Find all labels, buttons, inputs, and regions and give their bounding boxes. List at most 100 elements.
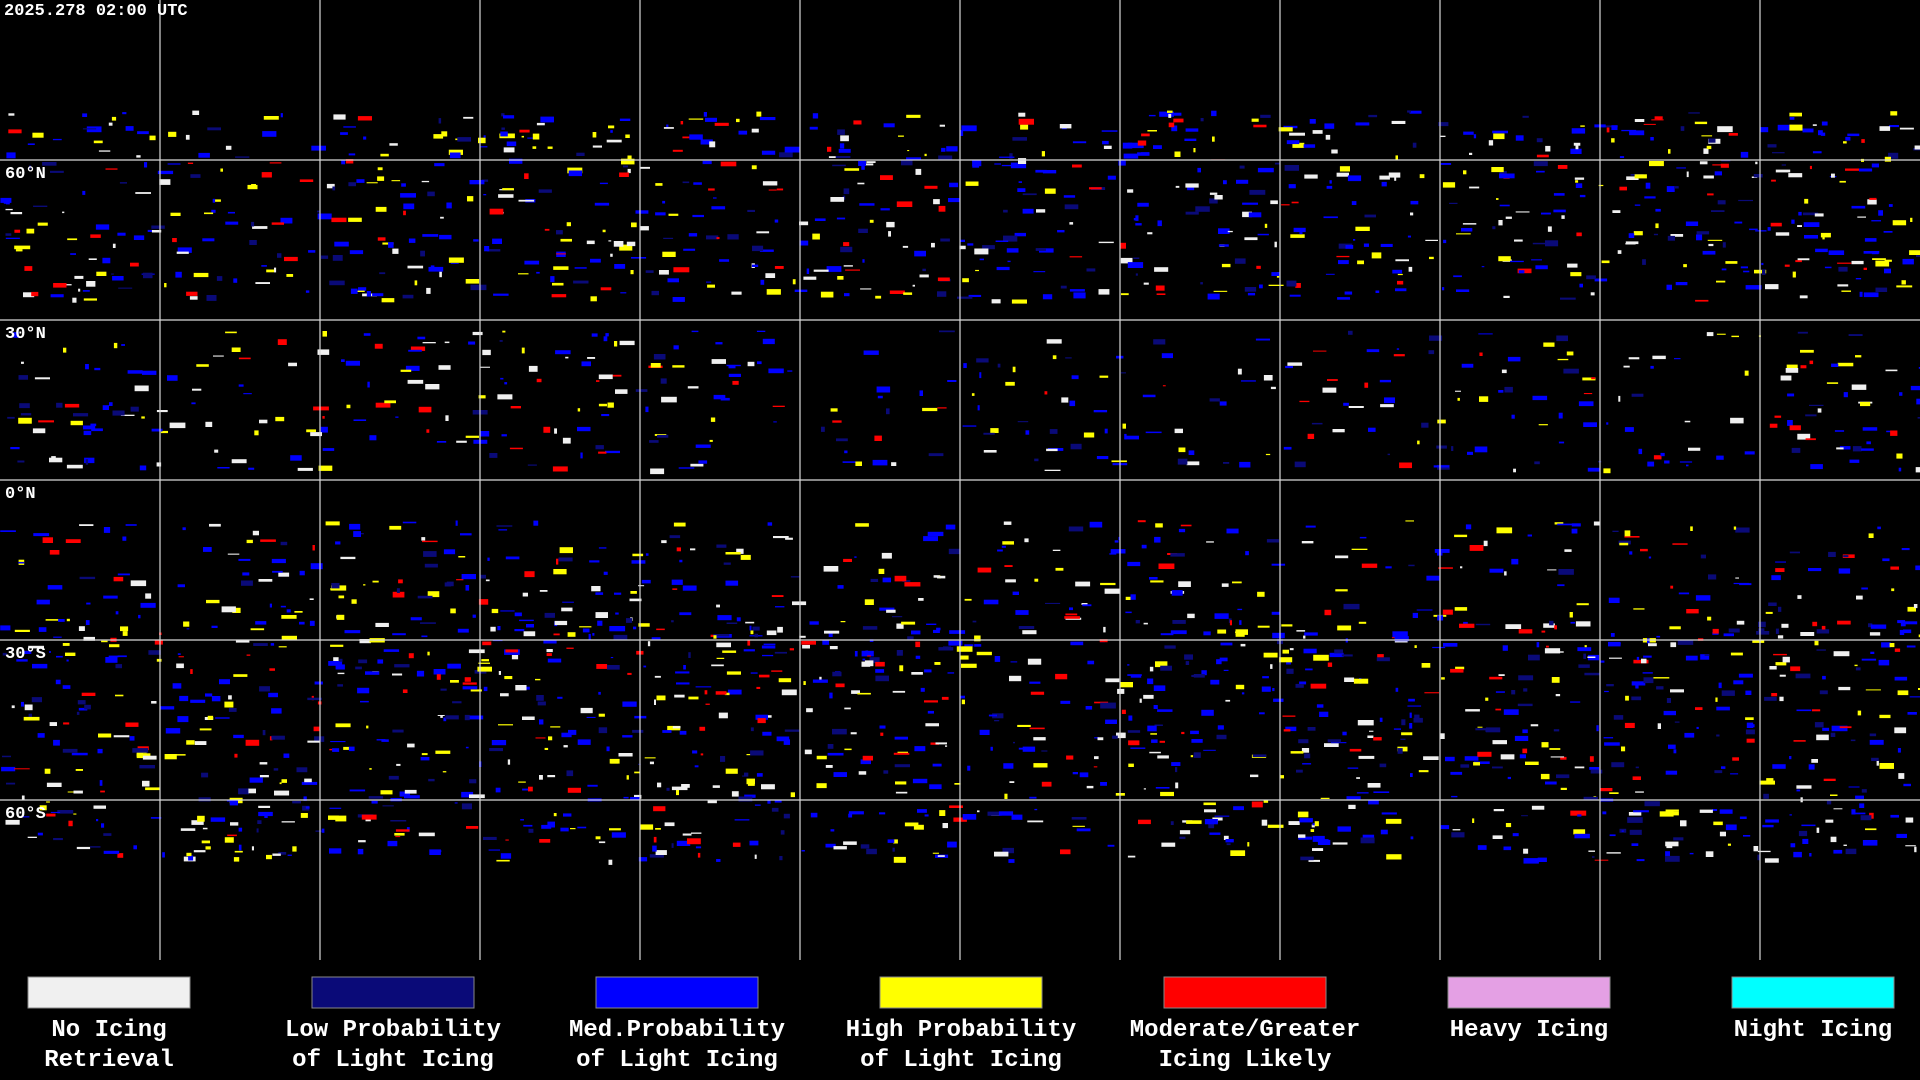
icing-patch xyxy=(141,416,145,419)
icing-patch xyxy=(1505,823,1512,828)
icing-patch xyxy=(1706,145,1712,150)
icing-patch xyxy=(1395,155,1398,160)
icing-patch xyxy=(799,635,806,638)
icing-patch xyxy=(395,836,401,838)
icing-patch xyxy=(643,665,647,668)
icing-patch xyxy=(1899,629,1905,635)
icing-patch xyxy=(1442,609,1453,615)
icing-patch xyxy=(1469,152,1473,155)
icing-patch xyxy=(477,666,492,672)
icing-patch xyxy=(1583,796,1598,801)
icing-patch xyxy=(543,426,551,433)
icing-patch xyxy=(598,547,607,549)
icing-patch xyxy=(647,641,651,647)
icing-patch xyxy=(1695,595,1711,601)
icing-patch xyxy=(1459,623,1475,628)
icing-patch xyxy=(287,854,292,856)
icing-patch xyxy=(201,840,210,844)
icing-patch xyxy=(333,657,339,662)
icing-patch xyxy=(1147,232,1153,235)
icing-patch xyxy=(747,361,755,367)
icing-patch xyxy=(949,182,959,188)
icing-patch xyxy=(1580,125,1585,127)
icing-patch xyxy=(1085,706,1093,710)
icing-patch xyxy=(1857,710,1862,716)
icing-patch xyxy=(994,656,1001,662)
icing-patch xyxy=(1329,652,1344,658)
icing-patch xyxy=(862,259,865,263)
legend-label: Low Probability xyxy=(285,1017,501,1044)
icing-patch xyxy=(1875,287,1888,292)
icing-patch xyxy=(1223,669,1229,671)
icing-patch xyxy=(1093,410,1108,413)
icing-patch xyxy=(1570,810,1587,816)
icing-patch xyxy=(227,553,240,555)
icing-patch xyxy=(488,849,500,851)
icing-patch xyxy=(1393,354,1405,357)
icing-patch xyxy=(552,282,564,286)
icing-patch xyxy=(1628,812,1642,816)
icing-patch xyxy=(1271,272,1281,276)
icing-patch xyxy=(329,807,342,809)
icing-patch xyxy=(688,652,691,658)
icing-patch xyxy=(1463,131,1474,135)
icing-patch xyxy=(108,122,113,126)
icing-patch xyxy=(524,571,535,578)
icing-patch xyxy=(357,848,364,855)
icing-patch xyxy=(1463,170,1467,175)
icing-patch xyxy=(1070,443,1082,450)
icing-patch xyxy=(1401,719,1406,726)
icing-patch xyxy=(177,716,189,723)
icing-patch xyxy=(1684,732,1695,738)
icing-patch xyxy=(246,539,253,544)
icing-patch xyxy=(1505,216,1512,219)
icing-patch xyxy=(375,402,391,408)
icing-patch xyxy=(972,620,977,623)
icing-patch xyxy=(1590,292,1595,296)
icing-patch xyxy=(179,695,189,702)
icing-patch xyxy=(960,239,965,242)
icing-patch xyxy=(1679,461,1693,463)
icing-patch xyxy=(937,291,947,297)
icing-patch xyxy=(1650,137,1654,141)
icing-patch xyxy=(136,155,141,158)
legend-label: Moderate/Greater xyxy=(1130,1017,1360,1044)
icing-patch xyxy=(1837,262,1852,264)
icing-patch xyxy=(687,838,701,845)
icing-patch xyxy=(812,679,828,683)
icing-patch xyxy=(1842,554,1855,558)
icing-patch xyxy=(357,687,370,694)
icing-patch xyxy=(599,182,608,185)
icing-patch xyxy=(1410,836,1414,840)
icing-patch xyxy=(381,298,395,303)
icing-patch xyxy=(151,428,163,432)
icing-patch xyxy=(1186,820,1202,824)
icing-patch xyxy=(676,682,690,685)
icing-patch xyxy=(102,257,111,264)
icing-patch xyxy=(418,832,435,837)
icing-patch xyxy=(500,131,508,137)
icing-patch xyxy=(1478,333,1493,335)
icing-patch xyxy=(457,137,471,142)
icing-patch xyxy=(24,704,33,711)
icing-patch xyxy=(37,733,45,738)
icing-patch xyxy=(83,298,97,301)
icing-patch xyxy=(427,191,435,197)
icing-patch xyxy=(522,716,535,720)
icing-patch xyxy=(1877,526,1881,530)
icing-patch xyxy=(235,156,250,158)
icing-patch xyxy=(1442,182,1456,188)
icing-patch xyxy=(1069,256,1083,258)
icing-patch xyxy=(1702,250,1716,255)
icing-patch xyxy=(1218,244,1229,247)
icing-patch xyxy=(1563,368,1579,374)
icing-patch xyxy=(297,467,313,471)
icing-patch xyxy=(1884,259,1892,262)
icing-patch xyxy=(1820,132,1826,136)
icing-patch xyxy=(822,640,829,645)
icing-patch xyxy=(653,806,666,812)
icing-patch xyxy=(405,365,420,371)
icing-patch xyxy=(286,609,291,613)
icing-patch xyxy=(1647,638,1650,644)
icing-patch xyxy=(880,208,890,211)
